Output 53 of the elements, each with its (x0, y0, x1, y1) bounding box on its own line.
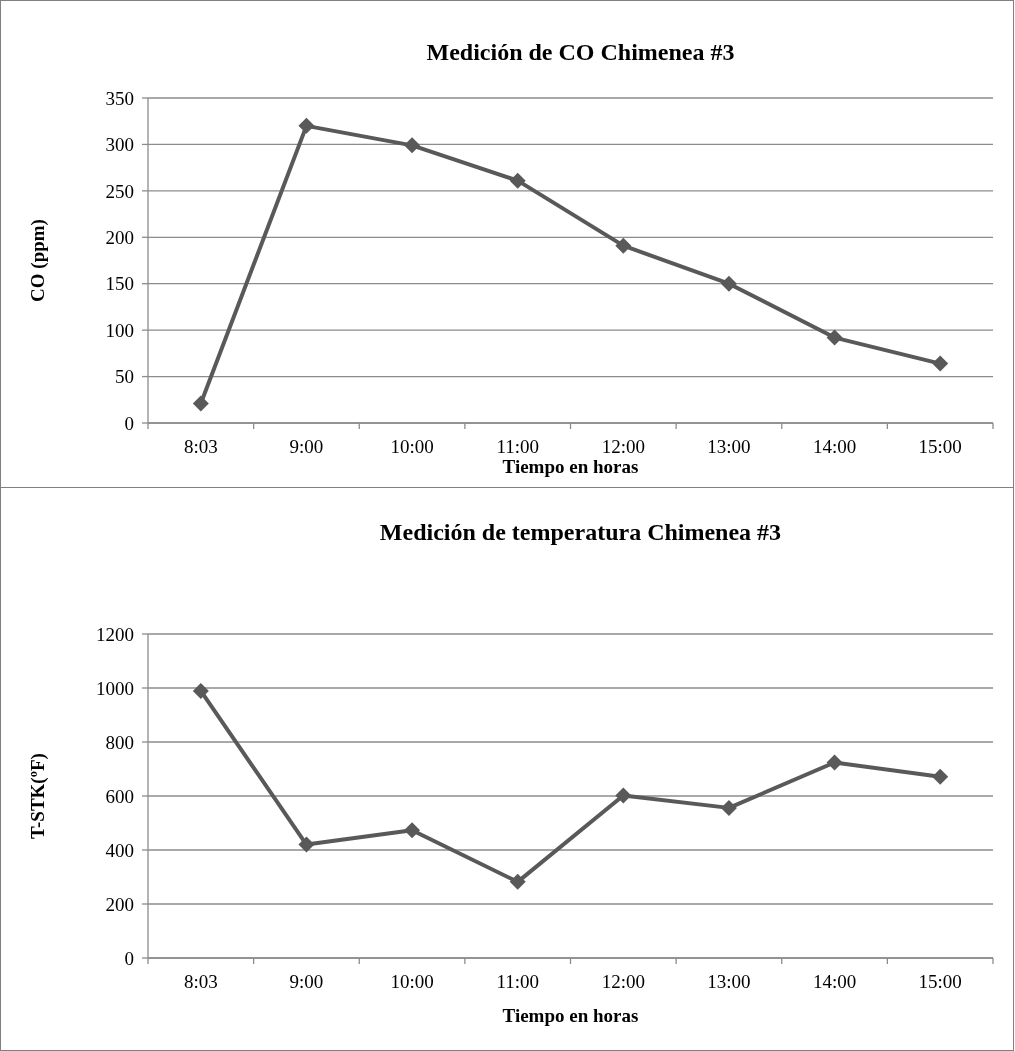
y-tick-label: 250 (105, 180, 134, 202)
point (826, 329, 843, 346)
x-axis-title: Tiempo en horas (502, 1005, 639, 1026)
x-tick-label: 14:00 (812, 436, 857, 457)
point (720, 275, 737, 292)
x-tick-label: 13:00 (707, 436, 751, 457)
y-axis-title: CO (ppm) (27, 219, 49, 302)
x-tick-label: 8:03 (183, 436, 218, 457)
x-tick-label: 12:00 (601, 436, 645, 457)
y-axis-title: T-STK(ºF) (27, 753, 49, 839)
point (404, 822, 421, 839)
y-tick-label: 400 (105, 839, 134, 861)
y-tick-label: 600 (105, 785, 134, 807)
x-tick-label: 13:00 (707, 971, 751, 992)
point (509, 873, 526, 890)
point (615, 787, 632, 804)
point (720, 799, 737, 816)
x-tick-label: 11:00 (496, 436, 539, 457)
y-tick-label: 150 (105, 273, 134, 295)
x-tick-label: 12:00 (601, 971, 645, 992)
x-tick-label: 8:03 (183, 971, 218, 992)
x-tick-label: 11:00 (496, 971, 539, 992)
y-tick-label: 350 (105, 87, 134, 109)
y-tick-label: 200 (105, 226, 134, 248)
y-tick-label: 300 (105, 134, 134, 156)
point (298, 836, 315, 853)
point (509, 172, 526, 189)
y-tick-label: 0 (124, 947, 134, 969)
point (192, 395, 209, 412)
x-tick-label: 10:00 (390, 971, 434, 992)
x-axis-title: Tiempo en horas (502, 456, 639, 477)
y-tick-label: 1000 (96, 677, 134, 699)
x-tick-label: 15:00 (918, 971, 962, 992)
y-tick-label: 50 (115, 366, 134, 388)
point (932, 768, 949, 785)
y-tick-label: 100 (105, 319, 134, 341)
chart-title: Medición de CO Chimenea #3 (426, 39, 735, 65)
point (298, 117, 315, 134)
point (192, 682, 209, 699)
point (932, 355, 949, 372)
y-tick-label: 1200 (96, 623, 134, 645)
x-tick-label: 10:00 (390, 436, 434, 457)
point (615, 237, 632, 254)
point (826, 754, 843, 771)
chart-title: Medición de temperatura Chimenea #3 (379, 519, 782, 545)
y-tick-label: 800 (105, 731, 134, 753)
x-tick-label: 14:00 (812, 971, 857, 992)
x-tick-label: 9:00 (289, 971, 324, 992)
point (404, 137, 421, 154)
y-tick-label: 0 (124, 412, 134, 434)
x-tick-label: 9:00 (289, 436, 324, 457)
x-tick-label: 15:00 (918, 436, 962, 457)
y-tick-label: 200 (105, 893, 134, 915)
